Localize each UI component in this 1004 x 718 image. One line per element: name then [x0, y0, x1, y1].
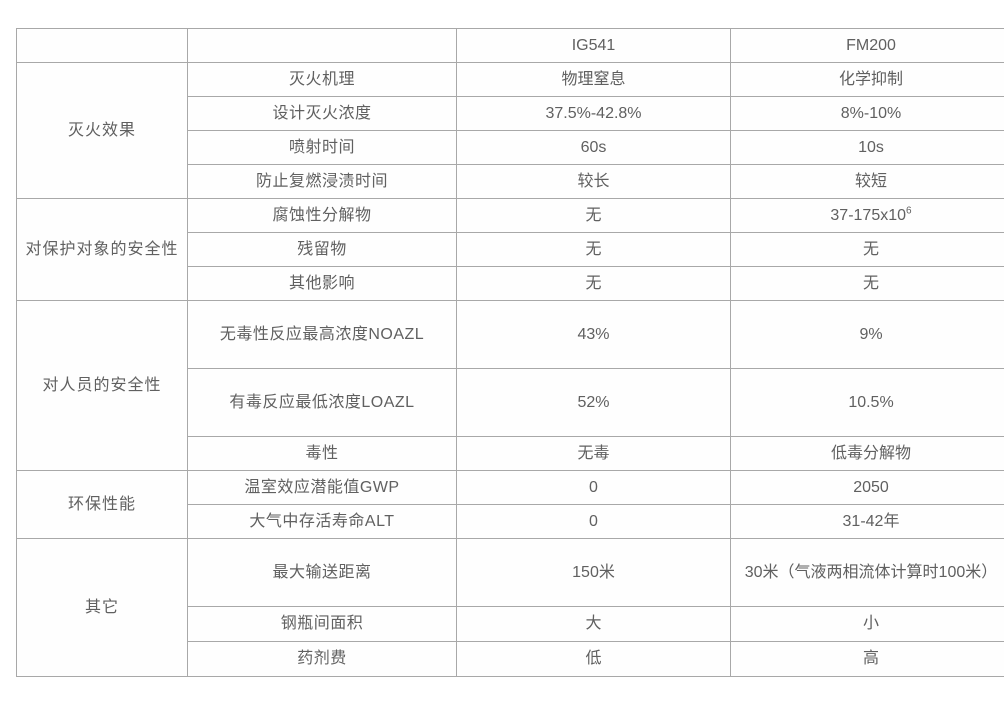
- value-fm200: 化学抑制: [730, 62, 1004, 97]
- item-label: 喷射时间: [187, 130, 457, 165]
- value-ig541: 物理窒息: [456, 62, 731, 97]
- value-fm200: 2050: [730, 470, 1004, 505]
- item-label: 温室效应潜能值GWP: [187, 470, 457, 505]
- value-ig541: 大: [456, 606, 731, 642]
- item-label: 有毒反应最低浓度LOAZL: [187, 368, 457, 437]
- table-header-row: IG541 FM200: [16, 28, 1004, 63]
- value-ig541: 低: [456, 641, 731, 677]
- table-row: 灭火效果 灭火机理 物理窒息 化学抑制: [16, 62, 1004, 199]
- value-fm200: 无: [730, 266, 1004, 301]
- header-fm200: FM200: [730, 28, 1004, 63]
- value-ig541: 无: [456, 232, 731, 267]
- value-fm200: 30米（气液两相流体计算时100米）: [730, 538, 1004, 607]
- value-ig541: 37.5%-42.8%: [456, 96, 731, 131]
- value-ig541: 0: [456, 504, 731, 539]
- item-label: 灭火机理: [187, 62, 457, 97]
- value-ig541: 无: [456, 266, 731, 301]
- item-label: 药剂费: [187, 641, 457, 677]
- table-row: 钢瓶间面积 大 小: [17, 606, 1004, 642]
- item-label: 腐蚀性分解物: [187, 198, 457, 233]
- value-fm200: 无: [730, 232, 1004, 267]
- table-row: 对保护对象的安全性 腐蚀性分解物 无 37-175x106: [16, 198, 1004, 301]
- value-fm200: 10.5%: [730, 368, 1004, 437]
- value-ig541: 43%: [456, 300, 731, 369]
- table-row: 有毒反应最低浓度LOAZL 52% 10.5%: [17, 368, 1004, 437]
- value-fm200: 9%: [730, 300, 1004, 369]
- table-row: 对人员的安全性 无毒性反应最高浓度NOAZL 43% 9%: [16, 300, 1004, 471]
- value-fm200-exponent: 6: [906, 205, 912, 217]
- group-label-personnel-safety: 对人员的安全性: [16, 300, 188, 471]
- group-label-protected-object-safety: 对保护对象的安全性: [16, 198, 188, 301]
- value-fm200-base: 37-175x10: [830, 206, 907, 224]
- table-row: 防止复燃浸渍时间 较长 较短: [17, 164, 1004, 199]
- item-label: 无毒性反应最高浓度NOAZL: [187, 300, 457, 369]
- header-ig541: IG541: [456, 28, 731, 63]
- item-label: 大气中存活寿命ALT: [187, 504, 457, 539]
- item-label: 最大输送距离: [187, 538, 457, 607]
- table-body: IG541 FM200 灭火效果 灭火机理 物理窒息 化学抑制 设计灭火浓度 3…: [16, 28, 1004, 677]
- table-row: 残留物 无 无: [17, 232, 1004, 267]
- value-fm200: 高: [730, 641, 1004, 677]
- table-row: 设计灭火浓度 37.5%-42.8% 8%-10%: [17, 96, 1004, 131]
- value-ig541: 150米: [456, 538, 731, 607]
- table-row: 喷射时间 60s 10s: [17, 130, 1004, 165]
- value-fm200: 8%-10%: [730, 96, 1004, 131]
- item-label: 其他影响: [187, 266, 457, 301]
- value-fm200: 10s: [730, 130, 1004, 165]
- group-label-extinguish-effect: 灭火效果: [16, 62, 188, 199]
- value-ig541: 0: [456, 470, 731, 505]
- value-ig541: 60s: [456, 130, 731, 165]
- item-label: 残留物: [187, 232, 457, 267]
- item-label: 设计灭火浓度: [187, 96, 457, 131]
- value-fm200: 31-42年: [730, 504, 1004, 539]
- group-label-environmental-performance: 环保性能: [16, 470, 188, 539]
- value-ig541: 较长: [456, 164, 731, 199]
- group-label-other: 其它: [16, 538, 188, 677]
- value-fm200: 较短: [730, 164, 1004, 199]
- value-ig541: 无毒: [456, 436, 731, 471]
- item-label: 毒性: [187, 436, 457, 471]
- value-fm200: 低毒分解物: [730, 436, 1004, 471]
- table-row: 大气中存活寿命ALT 0 31-42年: [17, 504, 1004, 539]
- header-corner-group: [16, 28, 188, 63]
- comparison-table: IG541 FM200 灭火效果 灭火机理 物理窒息 化学抑制 设计灭火浓度 3…: [16, 28, 1004, 677]
- value-ig541: 52%: [456, 368, 731, 437]
- table-row: 环保性能 温室效应潜能值GWP 0 2050: [16, 470, 1004, 539]
- value-fm200: 小: [730, 606, 1004, 642]
- item-label: 防止复燃浸渍时间: [187, 164, 457, 199]
- item-label: 钢瓶间面积: [187, 606, 457, 642]
- header-corner-item: [187, 28, 457, 63]
- table-row: 毒性 无毒 低毒分解物: [17, 436, 1004, 471]
- table-row: 其它 最大输送距离 150米 30米（气液两相流体计算时100米）: [16, 538, 1004, 677]
- value-fm200: 37-175x106: [730, 198, 1004, 233]
- table-row: 药剂费 低 高: [17, 641, 1004, 677]
- value-ig541: 无: [456, 198, 731, 233]
